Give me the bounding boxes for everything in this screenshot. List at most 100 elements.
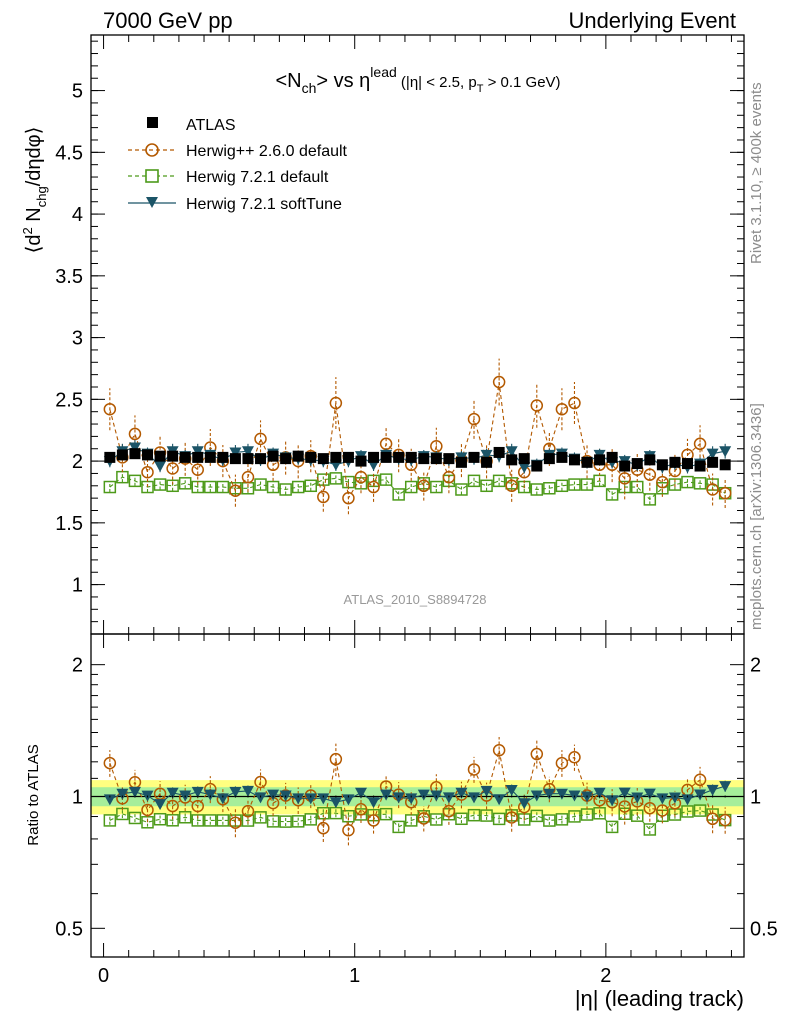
ratio-point-herwig-soft: [555, 788, 568, 800]
data-point-herwig721: [467, 474, 481, 488]
data-point-atlas: [568, 454, 580, 466]
ratio-point-herwig-soft: [468, 792, 481, 804]
data-point-herwig721: [379, 473, 393, 486]
ratio-point-herwig721: [693, 804, 707, 817]
data-point-atlas: [204, 451, 216, 463]
ratio-point-herwig-soft: [392, 792, 405, 804]
ratio-point-herwig-soft: [719, 781, 732, 793]
rivet-version-label: Rivet 3.1.10, ≥ 400k events: [748, 82, 765, 264]
data-point-atlas: [606, 451, 618, 463]
ratio-point-herwig721: [254, 811, 267, 824]
data-point-atlas: [594, 454, 606, 466]
ratio-point-herwig721: [342, 809, 355, 823]
data-point-atlas: [104, 451, 116, 463]
ratio-point-herwig-soft: [342, 794, 355, 806]
data-point-herwig721: [128, 474, 142, 488]
data-point-herwigpp: [103, 402, 117, 416]
ratio-point-herwigpp: [442, 804, 456, 818]
data-point-herwig721: [430, 480, 443, 494]
mcplots-reference-label: mcplots.cern.ch [arXiv:1306.3436]: [748, 403, 765, 630]
data-point-atlas: [518, 453, 530, 465]
data-point-atlas: [681, 458, 693, 470]
data-point-atlas: [443, 453, 455, 465]
ratio-point-herwigpp: [141, 803, 154, 817]
ratio-y-tick-label: 0.5: [55, 918, 83, 940]
ratio-point-herwig721: [706, 808, 719, 821]
ratio-point-herwig-soft: [304, 793, 317, 805]
ratio-point-herwigpp: [555, 756, 569, 770]
data-point-herwigpp: [329, 396, 343, 410]
data-point-herwig-soft: [154, 461, 167, 473]
legend: ATLAS Herwig++ 2.6.0 default Herwig 7.2.…: [128, 117, 348, 213]
y-tick-label: 4.5: [55, 142, 83, 164]
y-tick-label: 2.5: [55, 389, 83, 411]
chart-title: <Nch> vs ηlead (|η| < 2.5, pT > 0.1 GeV): [275, 64, 560, 96]
data-point-atlas: [292, 450, 304, 462]
ratio-point-herwig721: [128, 811, 142, 825]
ratio-point-herwig-soft: [618, 787, 631, 799]
data-point-herwig721: [178, 477, 192, 490]
legend-marker-herwigpp: [145, 143, 159, 157]
data-point-atlas: [418, 453, 430, 465]
x-axis-label: |η| (leading track): [575, 986, 744, 1011]
ratio-point-herwigpp: [417, 812, 431, 825]
ratio-point-herwig-soft: [191, 786, 204, 798]
data-point-atlas: [455, 456, 467, 468]
ratio-point-herwig-soft: [442, 792, 455, 804]
data-point-atlas: [506, 454, 518, 466]
ratio-point-herwigpp: [568, 751, 581, 764]
ratio-point-herwig721: [166, 814, 179, 827]
ratio-point-herwigpp: [618, 800, 631, 813]
data-point-herwigpp: [442, 470, 456, 484]
data-point-atlas: [543, 453, 555, 465]
ratio-point-herwig-soft: [706, 784, 719, 796]
data-point-herwig721: [404, 480, 418, 494]
ratio-point-herwigpp: [643, 801, 657, 815]
data-point-herwigpp: [706, 483, 719, 496]
data-point-atlas: [719, 459, 731, 471]
ratio-point-herwig-soft: [405, 793, 418, 805]
ratio-point-herwig-soft: [241, 785, 254, 797]
data-point-herwig721: [166, 479, 179, 493]
data-point-herwigpp: [656, 475, 669, 489]
ratio-point-herwigpp: [254, 775, 267, 789]
ratio-point-herwigpp: [354, 803, 368, 816]
data-point-herwig721: [329, 472, 343, 485]
y-axis-label: ⟨d2 Nchg/dηdφ⟩: [20, 127, 49, 254]
data-point-atlas: [694, 460, 706, 472]
ratio-point-herwig721: [392, 820, 405, 834]
data-point-herwig-soft: [505, 446, 518, 458]
legend-marker-herwig-soft: [146, 197, 158, 208]
ratio-point-herwig721: [530, 809, 544, 823]
ratio-point-herwigpp: [342, 823, 355, 837]
y-tick-label: 5: [72, 81, 83, 103]
data-point-herwig-soft: [229, 447, 242, 459]
data-point-herwigpp: [568, 396, 581, 410]
ratio-point-herwig-soft: [643, 788, 656, 800]
y-tick-label: 4: [72, 204, 83, 226]
data-point-herwigpp: [618, 472, 631, 485]
data-point-atlas: [267, 450, 279, 462]
data-point-herwig721: [191, 480, 204, 494]
data-point-atlas: [342, 451, 354, 463]
data-point-atlas: [229, 453, 241, 465]
data-point-atlas: [619, 460, 631, 472]
ratio-point-herwig-soft: [254, 792, 267, 804]
data-point-herwigpp: [505, 479, 518, 493]
ratio-point-herwig-soft: [480, 785, 493, 797]
data-point-atlas: [217, 451, 229, 463]
ratio-point-herwig721: [216, 814, 230, 827]
ratio-point-herwig-soft: [292, 793, 305, 805]
data-point-herwig721: [530, 483, 544, 496]
y-tick-label: 3.5: [55, 266, 83, 288]
data-point-herwigpp: [492, 375, 506, 389]
x-tick-label: 1: [349, 965, 360, 987]
legend-marker-herwig721: [145, 169, 159, 183]
data-point-herwig721: [291, 480, 305, 494]
data-point-atlas: [116, 449, 128, 461]
data-point-herwigpp: [191, 463, 204, 476]
data-point-herwigpp: [530, 399, 544, 412]
y-tick-label: 1: [72, 575, 83, 597]
data-point-atlas: [242, 453, 254, 465]
